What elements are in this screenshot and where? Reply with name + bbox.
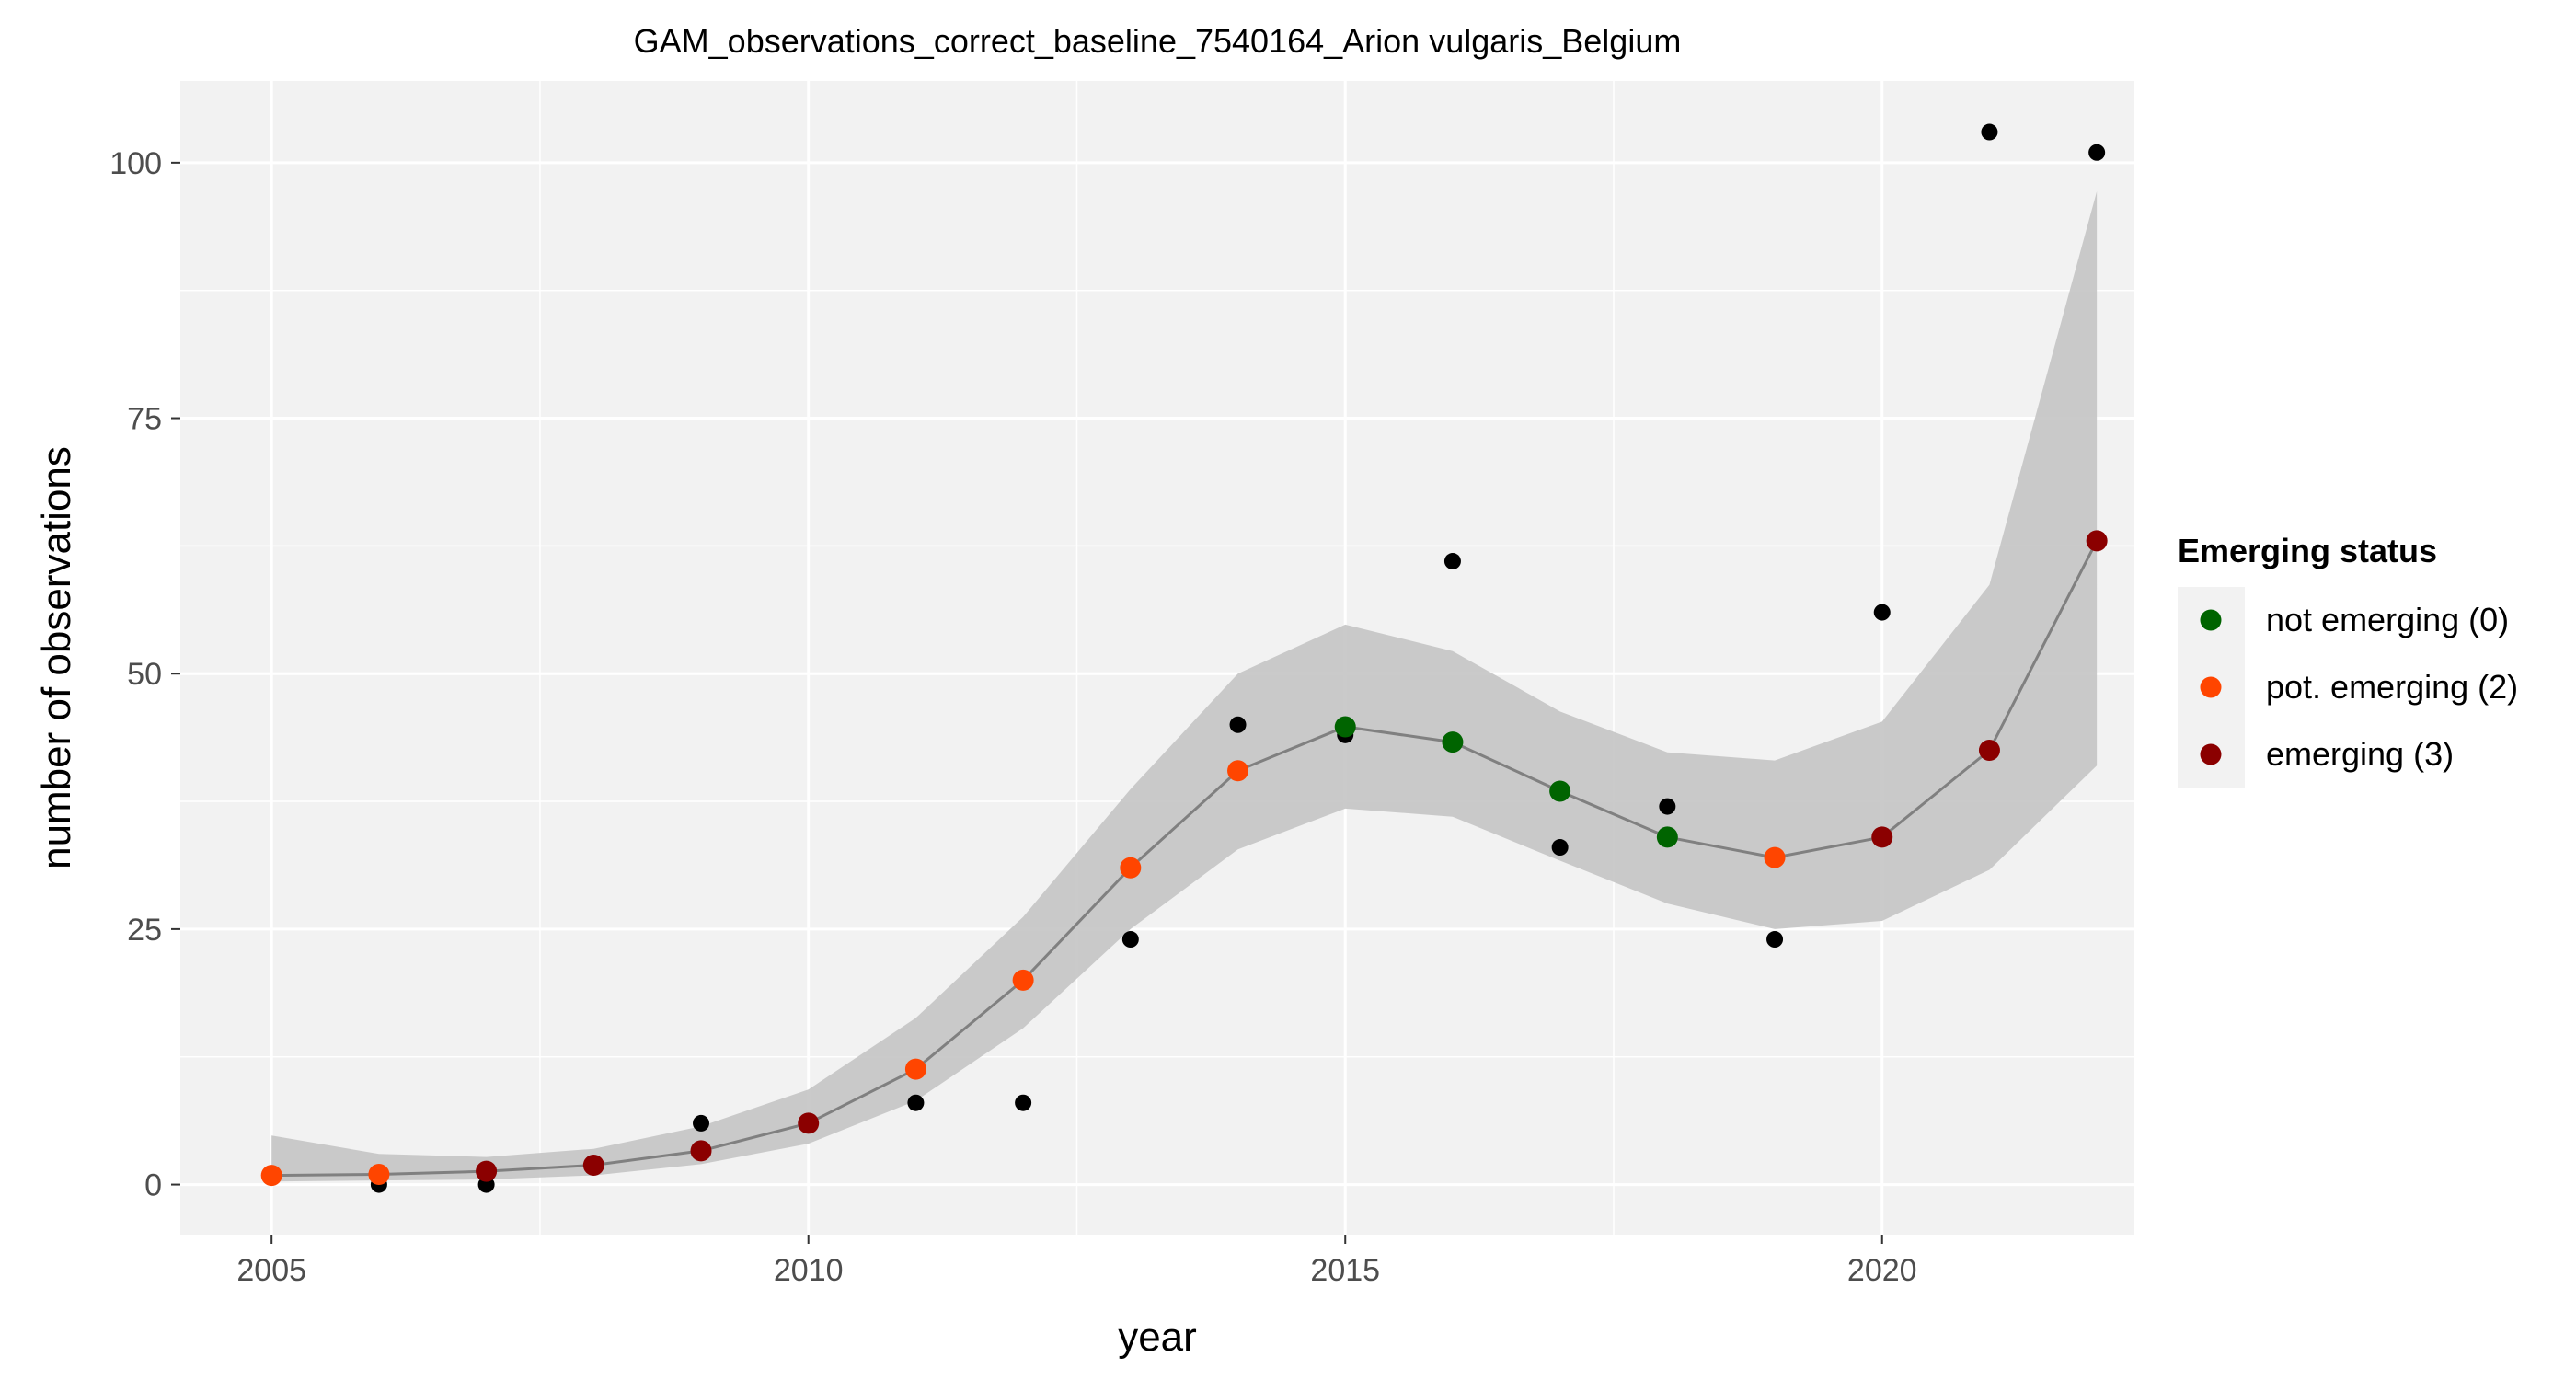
fitted-point <box>1442 731 1464 753</box>
fitted-point <box>904 1058 926 1080</box>
observed-point <box>1015 1094 1032 1111</box>
x-tick-label: 2020 <box>1847 1253 1917 1288</box>
major-gridlines <box>180 81 2134 1235</box>
y-tick-label: 75 <box>127 402 162 437</box>
observed-point <box>907 1094 925 1111</box>
x-axis-title: year <box>1118 1315 1197 1360</box>
fitted-point <box>1978 740 2000 762</box>
observed-point <box>2088 144 2106 161</box>
legend-label: pot. emerging (2) <box>2266 668 2518 706</box>
y-tick-label: 25 <box>127 913 162 948</box>
observed-point <box>1551 839 1569 857</box>
fitted-point <box>260 1165 282 1187</box>
fitted-point <box>1656 826 1678 848</box>
fitted-point <box>582 1154 604 1176</box>
fitted-points-layer <box>260 530 2108 1187</box>
fitted-point <box>476 1160 498 1182</box>
legend-label: emerging (3) <box>2266 735 2454 773</box>
observed-point <box>693 1114 710 1132</box>
fit-line <box>271 540 2099 1178</box>
x-tick-label: 2010 <box>774 1253 844 1288</box>
observed-point <box>1981 123 1998 141</box>
y-axis-title: number of observations <box>34 446 79 869</box>
observed-point <box>1766 931 1784 949</box>
legend: Emerging status not emerging (0) pot. eme… <box>2178 532 2518 788</box>
observed-point <box>1659 798 1676 815</box>
legend-title: Emerging status <box>2178 532 2437 569</box>
observed-point <box>1873 604 1891 621</box>
legend-label: not emerging (0) <box>2266 601 2509 638</box>
y-tick-label: 0 <box>144 1168 162 1203</box>
x-tick-label: 2015 <box>1310 1253 1380 1288</box>
legend-key <box>2200 676 2222 698</box>
fitted-point <box>368 1163 390 1185</box>
fitted-point <box>1764 846 1786 868</box>
plot-panel <box>180 81 2134 1235</box>
x-tick-label: 2005 <box>236 1253 306 1288</box>
y-tick-label: 100 <box>109 146 162 181</box>
observed-point <box>1229 716 1247 733</box>
fitted-point <box>2086 530 2108 552</box>
observed-point <box>1121 931 1139 949</box>
fitted-point <box>1549 780 1571 802</box>
legend-key <box>2200 609 2222 631</box>
fitted-point <box>1120 857 1142 879</box>
legend-key <box>2200 743 2222 765</box>
fitted-point <box>1334 716 1356 738</box>
observed-point <box>1443 553 1461 570</box>
axes: 2005 2010 2015 2020 0 25 50 75 100 <box>109 146 1916 1288</box>
fit-line-layer <box>271 540 2099 1178</box>
fitted-point <box>690 1140 712 1162</box>
fitted-point <box>1012 969 1034 991</box>
legend-entries: not emerging (0) pot. emerging (2) emergin… <box>2178 587 2518 788</box>
chart-title: GAM_observations_correct_baseline_754016… <box>634 22 1682 60</box>
fitted-point <box>1871 826 1893 848</box>
fitted-point <box>798 1112 820 1134</box>
fitted-point <box>1227 760 1249 782</box>
y-tick-label: 50 <box>127 657 162 692</box>
